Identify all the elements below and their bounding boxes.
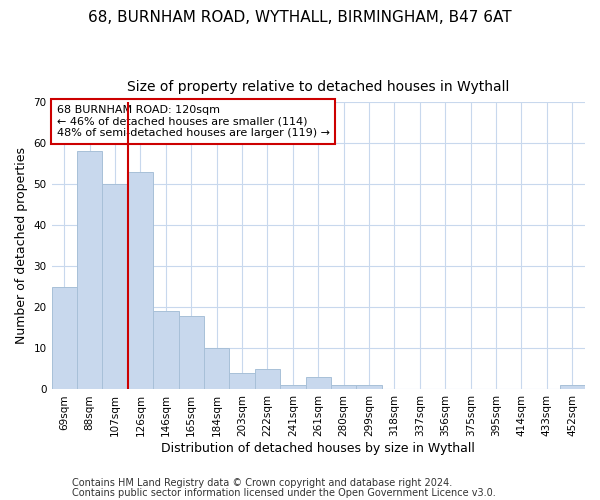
Bar — [179, 316, 204, 390]
Bar — [204, 348, 229, 390]
Bar — [255, 369, 280, 390]
Bar — [356, 386, 382, 390]
Bar — [331, 386, 356, 390]
Bar — [128, 172, 153, 390]
Bar — [305, 377, 331, 390]
X-axis label: Distribution of detached houses by size in Wythall: Distribution of detached houses by size … — [161, 442, 475, 455]
Bar — [560, 386, 585, 390]
Y-axis label: Number of detached properties: Number of detached properties — [15, 148, 28, 344]
Text: 68, BURNHAM ROAD, WYTHALL, BIRMINGHAM, B47 6AT: 68, BURNHAM ROAD, WYTHALL, BIRMINGHAM, B… — [88, 10, 512, 25]
Bar — [153, 312, 179, 390]
Bar — [77, 152, 103, 390]
Title: Size of property relative to detached houses in Wythall: Size of property relative to detached ho… — [127, 80, 509, 94]
Bar — [280, 386, 305, 390]
Text: 68 BURNHAM ROAD: 120sqm
← 46% of detached houses are smaller (114)
48% of semi-d: 68 BURNHAM ROAD: 120sqm ← 46% of detache… — [57, 105, 330, 138]
Text: Contains HM Land Registry data © Crown copyright and database right 2024.: Contains HM Land Registry data © Crown c… — [72, 478, 452, 488]
Text: Contains public sector information licensed under the Open Government Licence v3: Contains public sector information licen… — [72, 488, 496, 498]
Bar — [52, 287, 77, 390]
Bar — [103, 184, 128, 390]
Bar — [229, 373, 255, 390]
